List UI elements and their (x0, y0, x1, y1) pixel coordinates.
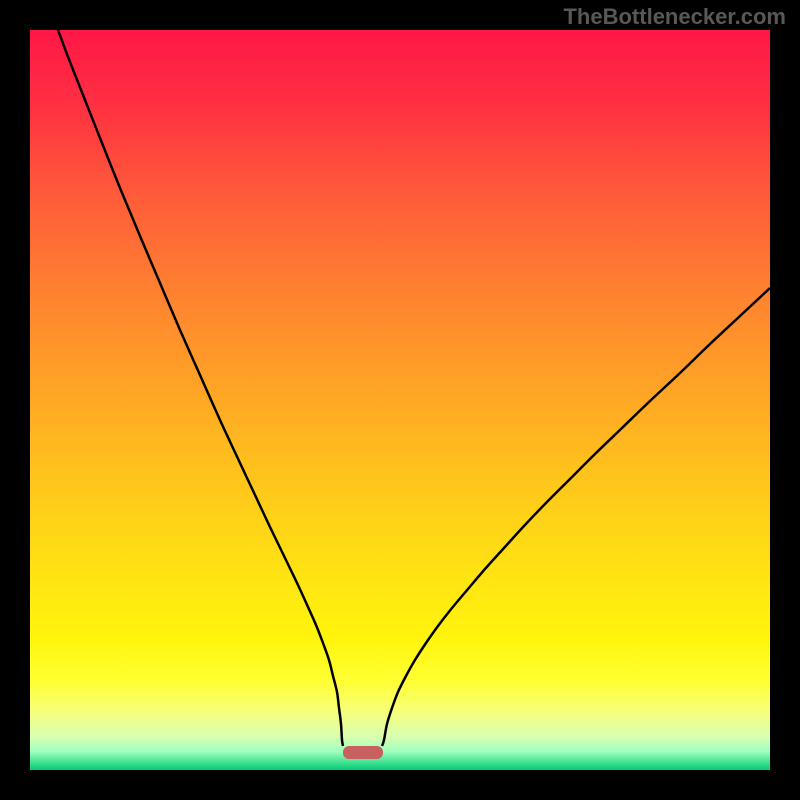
chart-background (30, 30, 770, 770)
optimal-marker (343, 746, 383, 759)
watermark-text: TheBottlenecker.com (563, 4, 786, 30)
chart-container: TheBottlenecker.com (0, 0, 800, 800)
bottleneck-chart (0, 0, 800, 800)
